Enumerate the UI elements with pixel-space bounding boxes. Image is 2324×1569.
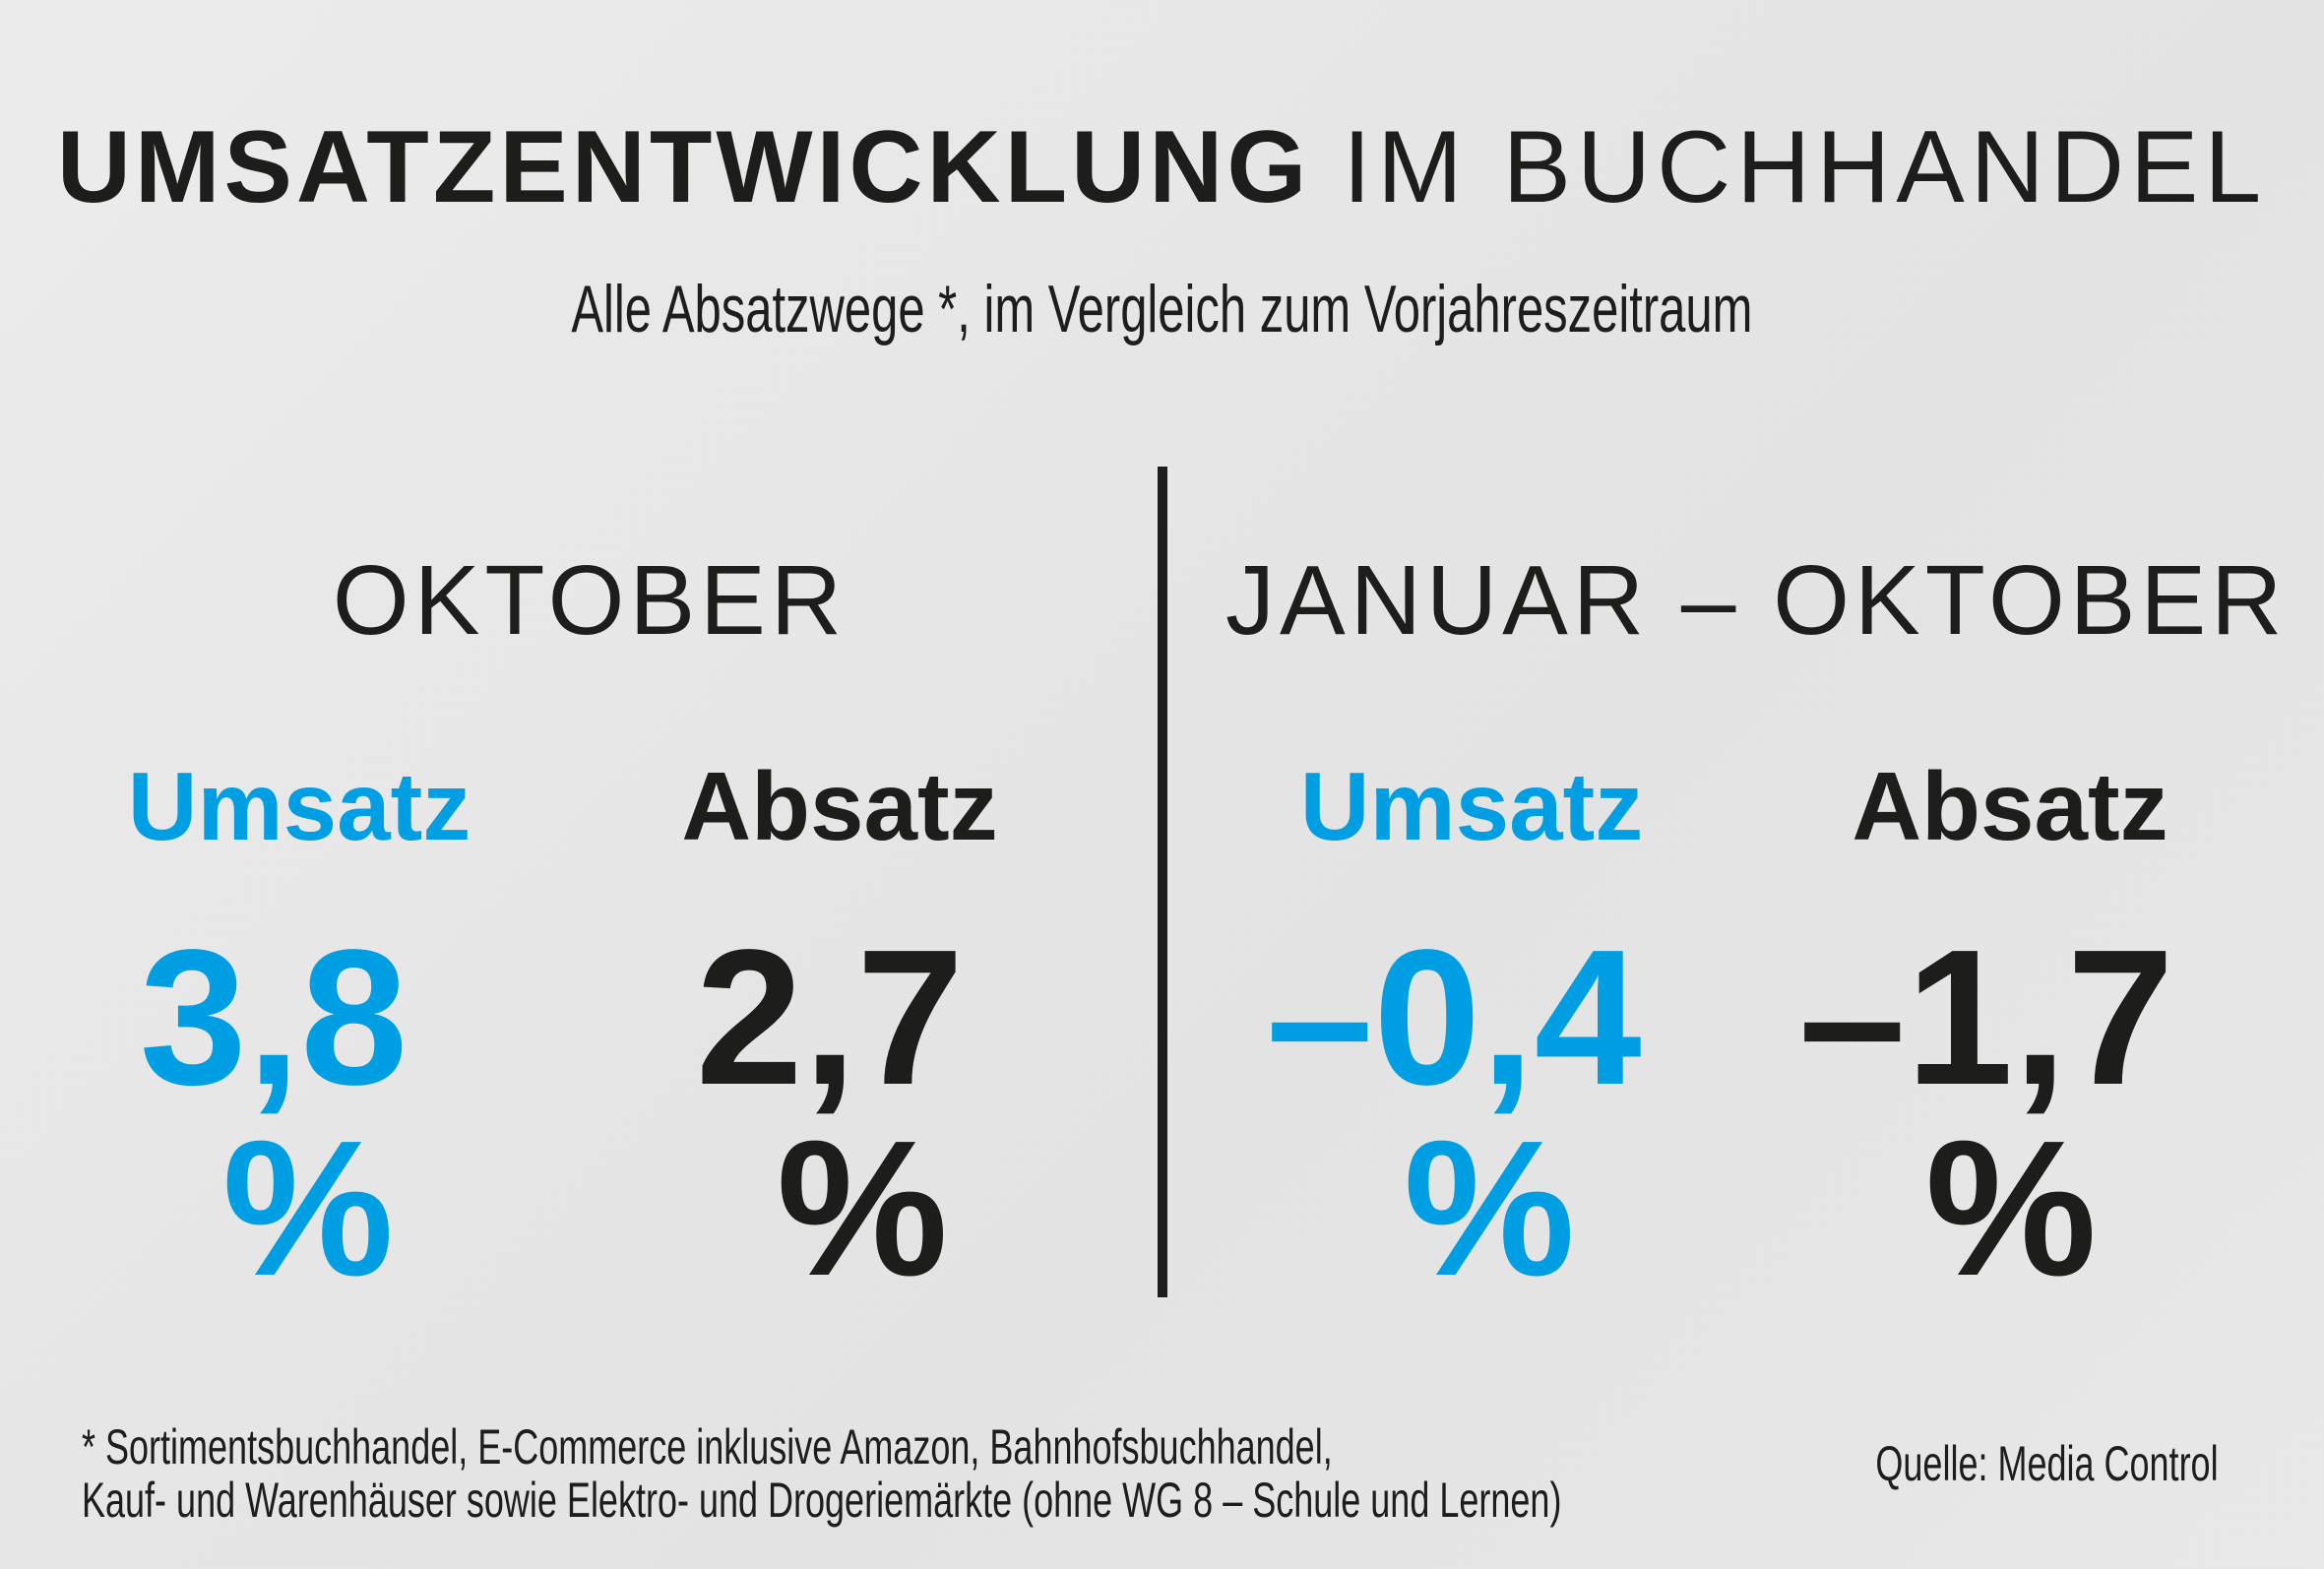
umsatz-value: 3,8 [139, 910, 408, 1125]
section-divider [1158, 467, 1167, 1297]
absatz-label: Absatz [681, 752, 998, 860]
absatz-value: –1,7 [1798, 910, 2174, 1125]
period-heading-januar-oktober: JANUAR – OKTOBER [1225, 545, 2288, 656]
umsatz-label: Umsatz [127, 752, 471, 860]
footnote-line-2: Kauf- und Warenhäuser sowie Elektro- und… [82, 1473, 1562, 1528]
footnote-line-1: * Sortimentsbuchhandel, E-Commerce inklu… [82, 1419, 1333, 1475]
title-light: IM BUCHHANDEL [1343, 110, 2268, 224]
umsatz-percent: % [1403, 1100, 1576, 1316]
source-credit: Quelle: Media Control [1875, 1436, 2219, 1491]
title-bold: UMSATZENTWICKLUNG [56, 110, 1311, 224]
absatz-percent: % [776, 1100, 949, 1316]
page-title: UMSATZENTWICKLUNG IM BUCHHANDEL [0, 116, 2324, 219]
umsatz-percent: % [221, 1100, 395, 1316]
subtitle: Alle Absatzwege *, im Vergleich zum Vorj… [571, 272, 1753, 346]
absatz-percent: % [1924, 1100, 2098, 1316]
absatz-label: Absatz [1852, 752, 2168, 860]
period-heading-oktober: OKTOBER [332, 545, 848, 656]
umsatz-value: –0,4 [1266, 910, 1642, 1125]
absatz-value: 2,7 [695, 910, 965, 1125]
umsatz-label: Umsatz [1299, 752, 1644, 860]
